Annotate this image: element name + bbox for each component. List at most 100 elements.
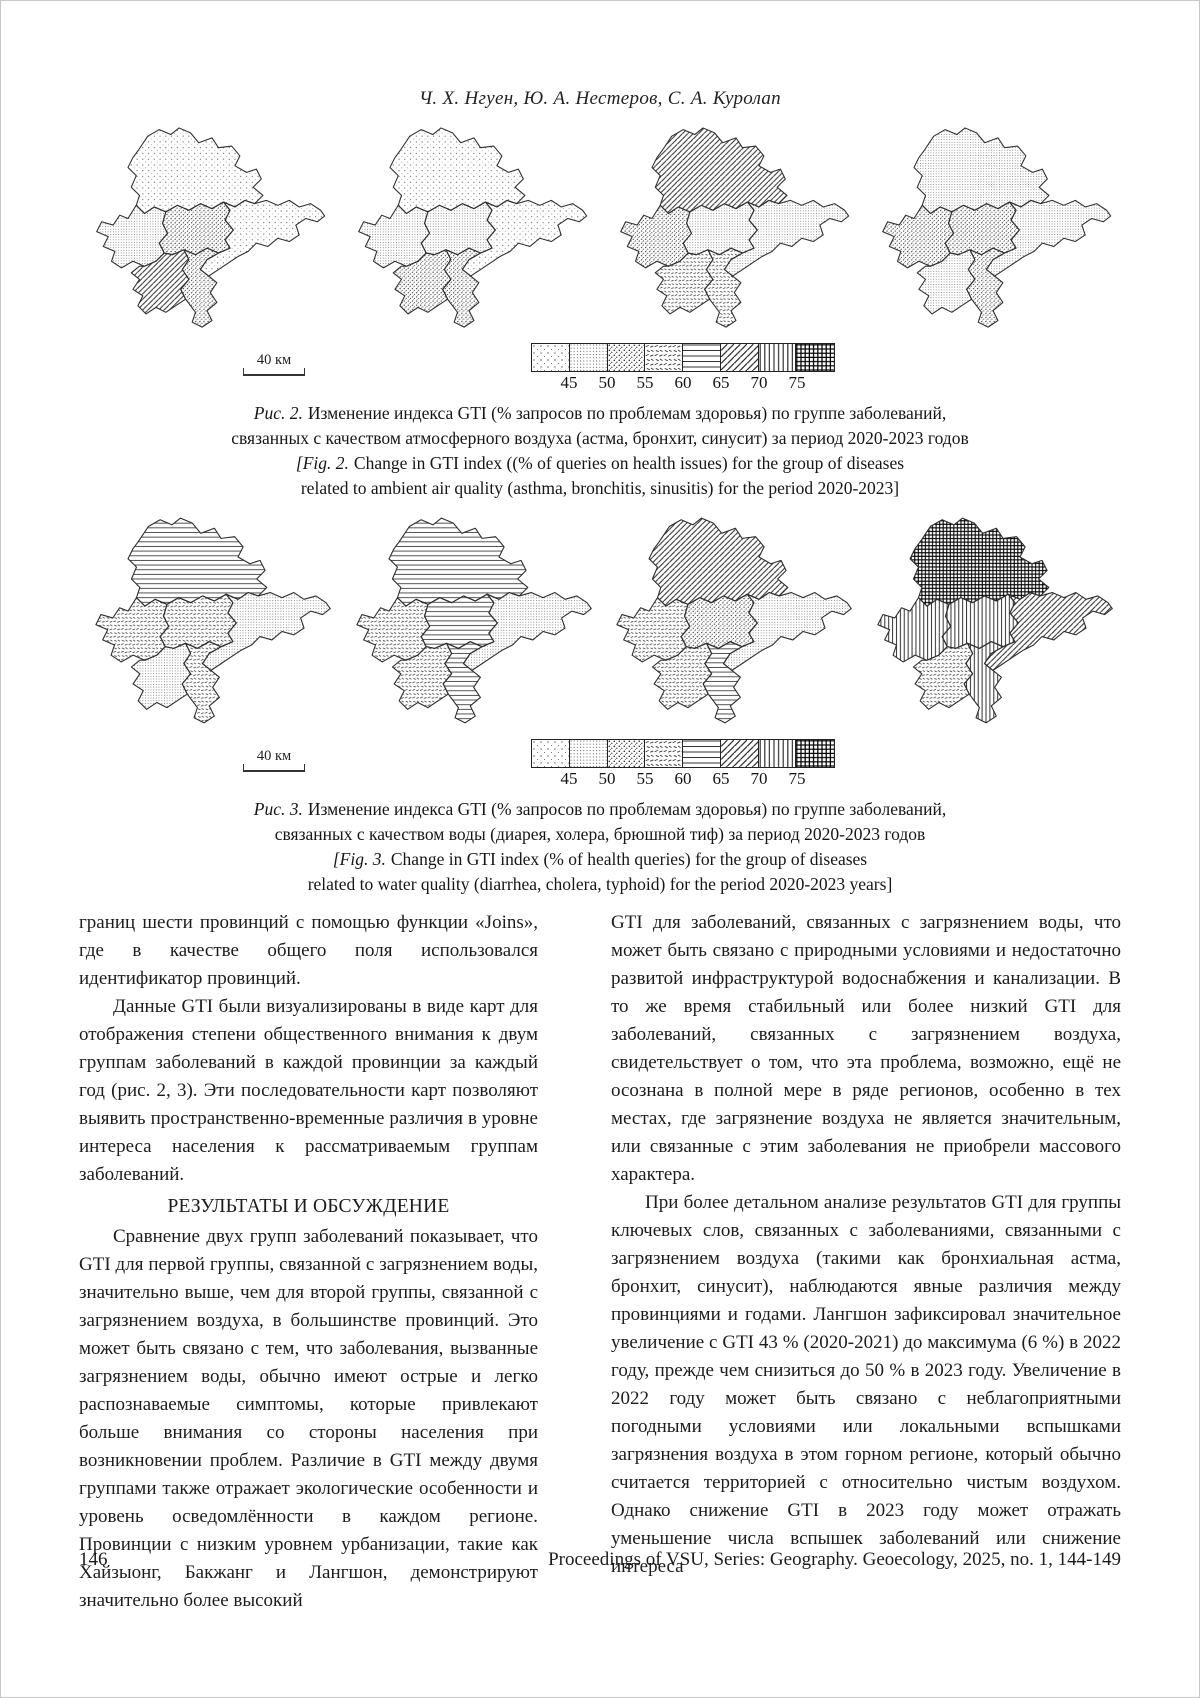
legend-cell-80 bbox=[796, 740, 834, 767]
province-west bbox=[876, 597, 951, 663]
map-fig3-year1 bbox=[95, 517, 331, 724]
figure-label: Рис. 3. bbox=[253, 799, 303, 819]
legend-cell-55 bbox=[607, 740, 646, 767]
province-west bbox=[95, 597, 170, 663]
journal-footer-line: Proceedings of VSU, Series: Geography. G… bbox=[548, 1549, 1121, 1570]
province-north bbox=[387, 517, 528, 607]
legend-tick: 65 bbox=[712, 769, 730, 788]
page-number: 146 bbox=[79, 1549, 108, 1570]
legend-tick: 65 bbox=[712, 373, 730, 392]
paragraph: границ шести провинций с помощью функции… bbox=[79, 912, 538, 989]
legend-cell-60 bbox=[645, 344, 683, 371]
map-fig2-year2 bbox=[358, 127, 588, 328]
legend-tick: 75 bbox=[788, 769, 806, 788]
province-west bbox=[96, 204, 169, 269]
pattern-legend: 45 50 55 60 65 70 75 bbox=[531, 343, 835, 393]
province-west bbox=[358, 204, 431, 269]
province-north bbox=[389, 127, 526, 215]
figure-2: 40 км 45 50 55 60 bbox=[79, 123, 1121, 501]
caption-line: Рис. 2. Изменение индекса GTI (% запросов… bbox=[253, 403, 947, 423]
figure-label-en: [Fig. 3. bbox=[332, 849, 386, 869]
body-columns: границ шести провинций с помощью функции… bbox=[79, 909, 1121, 1615]
province-central bbox=[941, 593, 1019, 649]
province-central bbox=[159, 593, 237, 649]
scale-bar: 40 км bbox=[243, 353, 305, 376]
legend-bar bbox=[531, 343, 835, 372]
province-north bbox=[127, 517, 268, 607]
pattern-legend: 45 50 55 60 65 70 75 bbox=[531, 739, 835, 789]
figure2-caption: Рис. 2. Изменение индекса GTI (% запросов… bbox=[79, 401, 1121, 501]
legend-cell-75 bbox=[758, 344, 797, 371]
province-central bbox=[420, 201, 496, 256]
figure3-legend-strip: 40 км 45 50 55 60 bbox=[79, 739, 1121, 791]
province-west bbox=[620, 204, 693, 269]
legend-cell-65 bbox=[683, 344, 721, 371]
figure3-maps-row bbox=[79, 513, 1121, 737]
legend-tick: 70 bbox=[750, 769, 768, 788]
figure2-maps-row bbox=[79, 123, 1121, 341]
legend-cell-65 bbox=[683, 740, 721, 767]
right-column: GTI для заболеваний, связанных с загрязн… bbox=[611, 909, 1121, 1615]
page-authors: Ч. Х. Нгуен, Ю. А. Нестеров, С. А. Курол… bbox=[419, 88, 781, 109]
province-north bbox=[648, 517, 789, 607]
legend-cell-70 bbox=[720, 740, 759, 767]
province-north bbox=[908, 517, 1049, 607]
legend-cell-80 bbox=[796, 344, 834, 371]
legend-cell-75 bbox=[758, 740, 797, 767]
legend-cell-45 bbox=[532, 344, 570, 371]
caption-line: related to water quality (diarrhea, chol… bbox=[307, 874, 893, 894]
province-west bbox=[882, 204, 955, 269]
scale-bar-label: 40 км bbox=[256, 352, 292, 368]
paragraph: Данные GTI были визуализированы в виде к… bbox=[79, 996, 538, 1185]
map-fig3-year3 bbox=[616, 517, 852, 724]
legend-bar bbox=[531, 739, 835, 768]
province-central bbox=[682, 201, 758, 256]
left-column: границ шести провинций с помощью функции… bbox=[79, 909, 538, 1615]
legend-cell-50 bbox=[569, 344, 608, 371]
legend-tick: 45 bbox=[560, 769, 578, 788]
legend-cell-50 bbox=[569, 740, 608, 767]
paragraph: Сравнение двух групп заболеваний показыв… bbox=[79, 1226, 538, 1611]
legend-cell-70 bbox=[720, 344, 759, 371]
province-central bbox=[158, 201, 234, 256]
legend-cell-60 bbox=[645, 740, 683, 767]
scale-bar-label: 40 км bbox=[256, 748, 292, 764]
legend-ticks: 45 50 55 60 65 70 75 bbox=[531, 372, 835, 393]
province-north bbox=[127, 127, 264, 215]
scale-bar: 40 км bbox=[243, 749, 305, 772]
legend-tick: 70 bbox=[750, 373, 768, 392]
legend-tick: 45 bbox=[560, 373, 578, 392]
paragraph: GTI для заболеваний, связанных с загрязн… bbox=[611, 912, 1121, 1185]
map-fig2-year4 bbox=[882, 127, 1112, 328]
province-west bbox=[355, 597, 430, 663]
map-fig2-year1 bbox=[96, 127, 326, 328]
map-fig2-year3 bbox=[620, 127, 850, 328]
figure-3: 40 км 45 50 55 60 bbox=[79, 513, 1121, 897]
caption-line: связанных с качеством воды (диарея, холе… bbox=[274, 824, 926, 844]
legend-ticks: 45 50 55 60 65 70 75 bbox=[531, 768, 835, 789]
province-central bbox=[680, 593, 758, 649]
figure-label: Рис. 2. bbox=[253, 403, 303, 423]
caption-line: Рис. 3. Изменение индекса GTI (% запросов… bbox=[253, 799, 947, 819]
caption-line: related to ambient air quality (asthma, … bbox=[300, 478, 900, 498]
legend-tick: 50 bbox=[598, 373, 616, 392]
scale-bar-line bbox=[243, 368, 305, 376]
figure2-legend-strip: 40 км 45 50 55 60 bbox=[79, 343, 1121, 395]
legend-cell-55 bbox=[607, 344, 646, 371]
legend-tick: 60 bbox=[674, 373, 692, 392]
province-central bbox=[944, 201, 1020, 256]
legend-cell-45 bbox=[532, 740, 570, 767]
province-north bbox=[913, 127, 1050, 215]
map-fig3-year4 bbox=[876, 517, 1113, 724]
province-central bbox=[420, 593, 498, 649]
legend-tick: 60 bbox=[674, 769, 692, 788]
legend-tick: 50 bbox=[598, 769, 616, 788]
legend-tick: 55 bbox=[636, 373, 654, 392]
province-north bbox=[651, 127, 788, 215]
map-fig3-year2 bbox=[355, 517, 592, 724]
page-footer: 146 Proceedings of VSU, Series: Geograph… bbox=[79, 1549, 1121, 1571]
caption-line: связанных с качеством атмосферного возду… bbox=[231, 428, 969, 448]
legend-tick: 55 bbox=[636, 769, 654, 788]
scale-bar-line bbox=[243, 764, 305, 772]
